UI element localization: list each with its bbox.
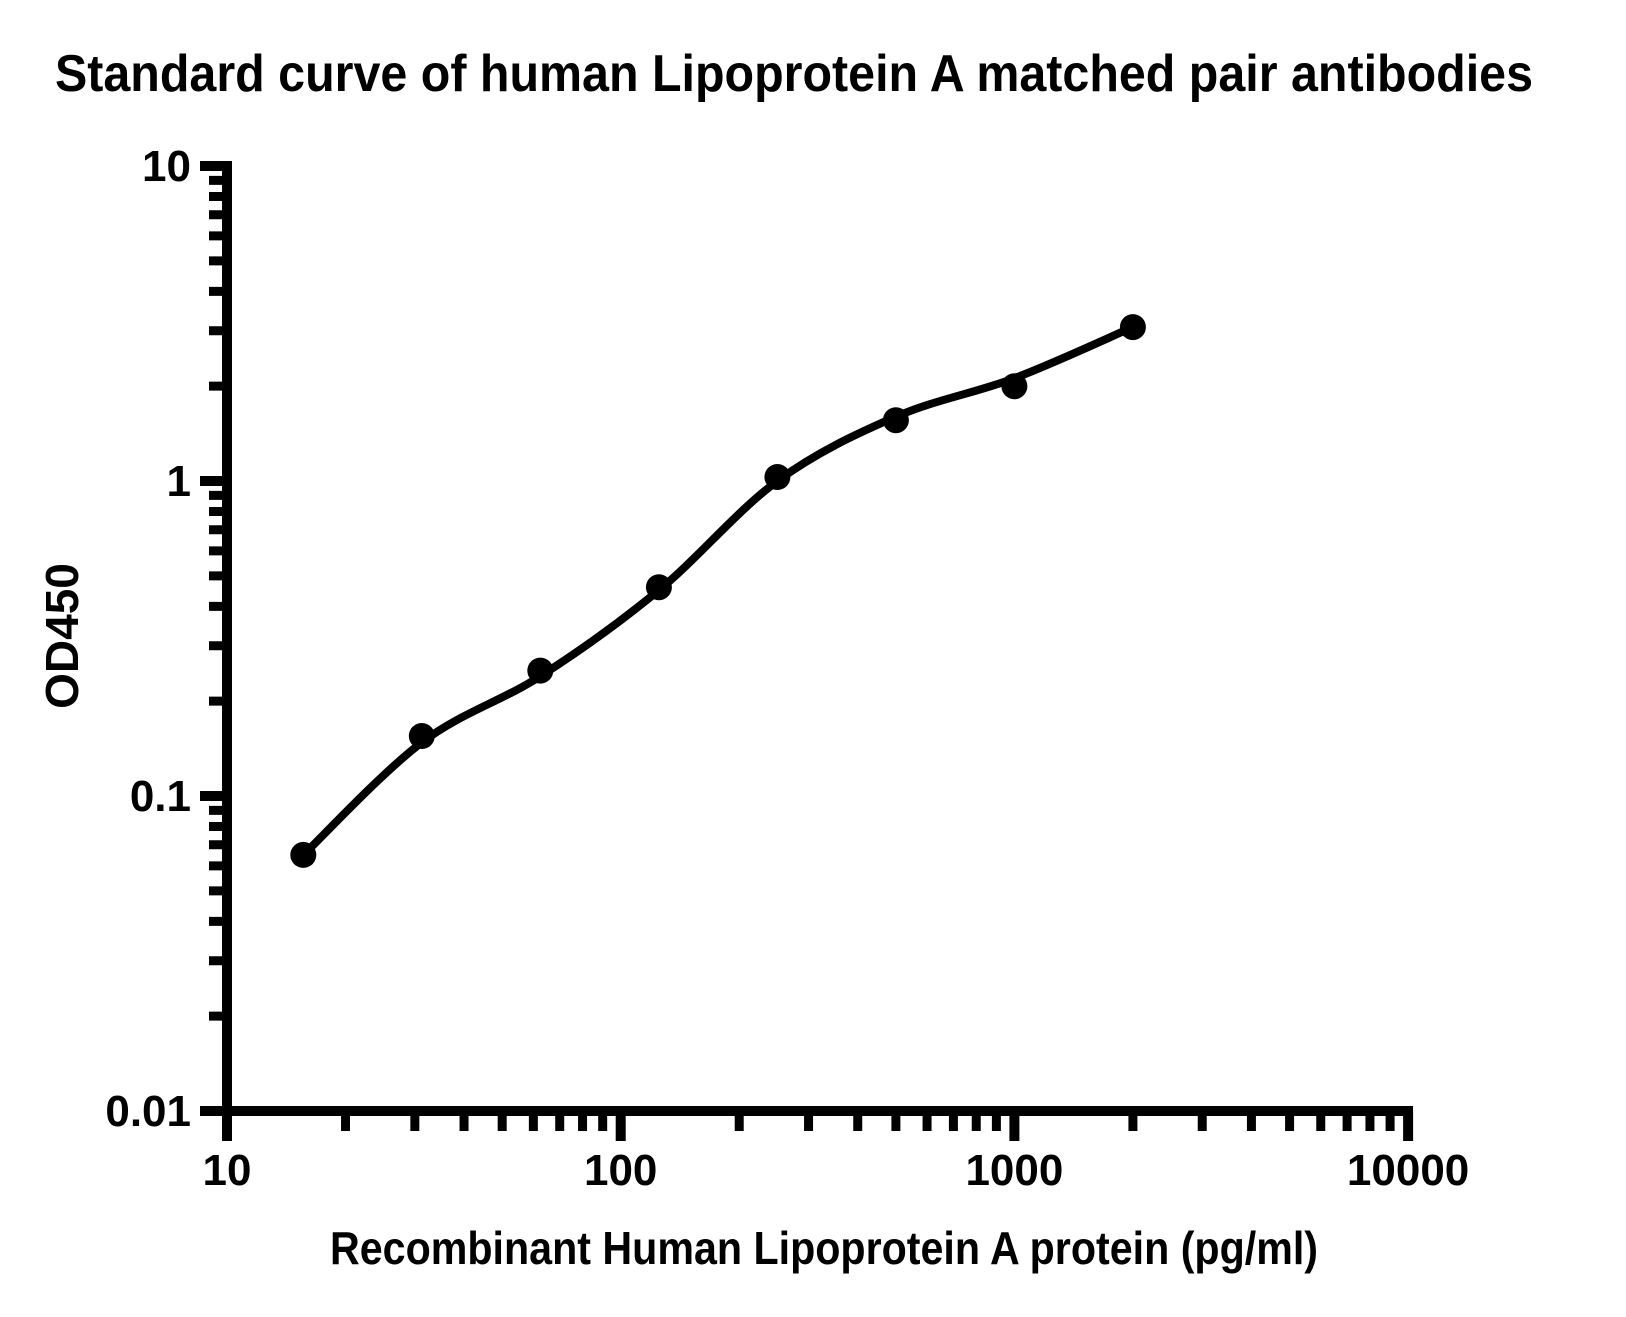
x-tick-label: 100	[584, 1146, 657, 1195]
y-tick-label: 0.1	[130, 772, 191, 821]
y-tick-label: 10	[142, 142, 191, 191]
data-point	[527, 657, 554, 684]
data-point	[1119, 314, 1146, 341]
x-tick-label: 1000	[965, 1146, 1063, 1195]
x-tick-label: 10000	[1347, 1146, 1469, 1195]
data-point	[408, 723, 435, 749]
data-points	[290, 314, 1146, 868]
axis-tick-labels: 0.01 0.1 1 10 10 100 1000 10000	[105, 142, 1469, 1195]
data-point	[1001, 373, 1028, 400]
axes	[222, 161, 1413, 1141]
y-tick-label: 1	[167, 457, 191, 506]
axis-ticks	[200, 161, 1414, 1141]
data-point	[645, 574, 672, 601]
x-axis-title: Recombinant Human Lipoprotein A protein …	[330, 1222, 1318, 1274]
data-point	[882, 407, 909, 434]
y-tick-label: 0.01	[105, 1087, 191, 1136]
x-tick-label: 10	[203, 1146, 252, 1195]
y-axis-title: OD450	[36, 563, 88, 709]
data-point	[764, 464, 791, 490]
data-point	[290, 841, 317, 868]
chart-title: Standard curve of human Lipoprotein A ma…	[55, 45, 1533, 103]
fit-curve-line	[299, 323, 1137, 859]
